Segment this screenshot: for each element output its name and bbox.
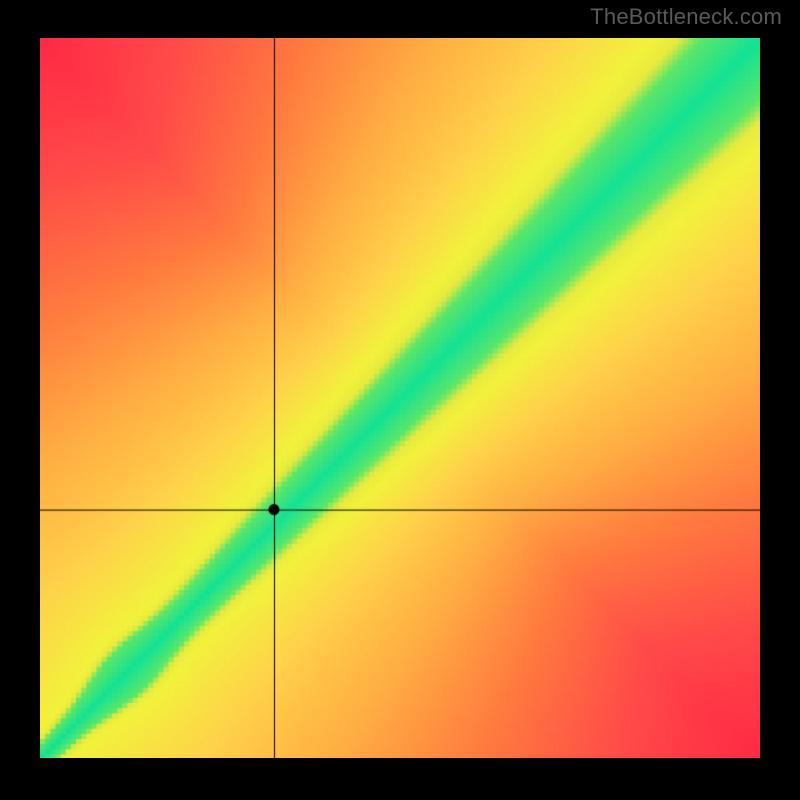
bottleneck-heatmap bbox=[40, 38, 760, 758]
chart-container: TheBottleneck.com bbox=[0, 0, 800, 800]
watermark-text: TheBottleneck.com bbox=[590, 4, 782, 30]
heatmap-canvas bbox=[40, 38, 760, 758]
